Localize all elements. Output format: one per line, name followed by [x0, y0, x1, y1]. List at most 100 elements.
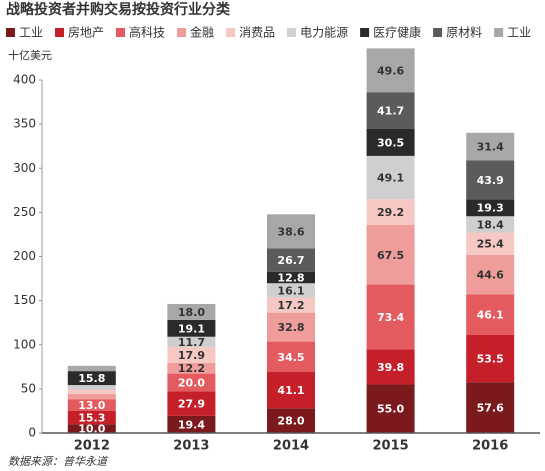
- data-label: 34.5: [277, 351, 304, 364]
- bar-segment: [267, 271, 315, 284]
- legend-label: 高科技: [129, 25, 165, 40]
- data-label: 17.2: [277, 299, 304, 312]
- legend-label: 工业: [19, 26, 43, 40]
- data-label: 39.8: [377, 361, 404, 374]
- bar-segment: [366, 199, 415, 225]
- data-label: 29.2: [377, 206, 404, 219]
- y-tick-label: 50: [21, 381, 36, 395]
- data-label: 19.1: [178, 322, 205, 335]
- bar-segment: [267, 341, 315, 373]
- x-tick-label: 2014: [273, 439, 309, 454]
- bar-segment: [167, 303, 216, 320]
- bar-segment: [366, 384, 415, 433]
- bar-segment: [366, 128, 415, 156]
- bar-segment: [167, 362, 216, 374]
- y-tick-label: 300: [13, 161, 36, 175]
- bar-segment: [167, 319, 216, 337]
- bar-segment: [466, 382, 515, 433]
- bar-segment: [366, 155, 415, 200]
- y-tick-label: 150: [13, 293, 36, 307]
- data-label: 49.6: [377, 64, 404, 77]
- data-label: 32.8: [277, 321, 304, 334]
- legend-label: 医疗健康: [373, 25, 421, 40]
- data-label: 15.8: [78, 372, 105, 385]
- legend-swatch: [116, 28, 126, 37]
- data-label: 18.4: [477, 218, 504, 231]
- data-label: 31.4: [477, 141, 504, 154]
- bar-segment: [466, 232, 515, 255]
- bar-segment: [67, 389, 116, 394]
- legend-label: 消费品: [239, 26, 275, 40]
- data-label: 53.5: [477, 353, 504, 366]
- data-label: 13.0: [78, 399, 105, 412]
- bar-segment: [267, 283, 315, 298]
- data-label: 43.9: [477, 174, 504, 187]
- data-label: 73.4: [377, 311, 404, 324]
- data-label: 18.0: [178, 306, 205, 319]
- bar-segment: [466, 334, 515, 383]
- bar-segment: [167, 347, 216, 363]
- data-label: 25.4: [477, 238, 504, 251]
- bar-segment: [167, 415, 216, 433]
- y-tick-label: 400: [13, 73, 36, 87]
- bar-segment: [366, 349, 415, 385]
- bar-segment: [466, 132, 515, 161]
- source: 数据来源：普华永道: [8, 455, 109, 468]
- bar-segment: [67, 371, 116, 386]
- x-tick-label: 2015: [373, 439, 409, 454]
- bar-segment: [366, 224, 415, 285]
- legend-swatch: [494, 28, 504, 37]
- legend-label: 原材料: [446, 26, 482, 40]
- data-label: 26.7: [277, 254, 304, 267]
- bar-segment: [167, 391, 216, 416]
- bar-segment: [366, 48, 415, 93]
- bar-segment: [267, 297, 315, 313]
- bar-segment: [267, 248, 315, 272]
- data-label: 57.6: [477, 402, 504, 415]
- data-label: 19.3: [477, 202, 504, 215]
- data-label: 67.5: [377, 249, 404, 262]
- bar-segment: [67, 424, 116, 433]
- data-label: 12.2: [178, 362, 205, 375]
- y-tick-label: 200: [13, 249, 36, 263]
- bar-segment: [267, 312, 315, 342]
- legend-label: 电力能源: [300, 26, 348, 40]
- data-label: 55.0: [377, 403, 404, 416]
- bar-segment: [67, 393, 116, 400]
- data-label: 49.1: [377, 172, 404, 185]
- data-label: 19.4: [178, 418, 205, 431]
- bar-segment: [67, 410, 116, 425]
- x-tick-label: 2012: [74, 439, 110, 454]
- bar-segment: [67, 365, 116, 372]
- bar-segment: [267, 408, 315, 433]
- data-label: 12.8: [277, 272, 304, 285]
- data-label: 11.7: [178, 336, 205, 349]
- data-label: 41.7: [377, 105, 404, 118]
- bar-segment: [167, 336, 216, 348]
- legend-swatch: [55, 28, 65, 37]
- data-label: 28.0: [277, 415, 304, 428]
- data-label: 17.9: [178, 349, 205, 362]
- bar-segment: [366, 284, 415, 350]
- legend-swatch: [360, 28, 370, 37]
- y-tick-label: 350: [13, 117, 36, 131]
- legend-label: 工业: [507, 26, 531, 40]
- data-label: 38.6: [277, 225, 304, 238]
- data-label: 41.1: [277, 384, 304, 397]
- data-label: 16.1: [277, 284, 304, 297]
- chart-title: 战略投资者并购交易按投资行业分类: [6, 1, 231, 18]
- bar-segment: [466, 216, 515, 233]
- bar-segment: [67, 385, 116, 390]
- y-tick-label: 100: [13, 337, 36, 351]
- bar-segment: [167, 373, 216, 392]
- x-tick-label: 2016: [472, 439, 508, 454]
- bar-segment: [466, 160, 515, 200]
- y-tick-label: 250: [13, 205, 36, 219]
- data-label: 30.5: [377, 136, 404, 149]
- bar-segment: [466, 199, 515, 217]
- data-label: 46.1: [477, 309, 504, 322]
- data-label: 15.3: [78, 411, 105, 424]
- legend-swatch: [287, 28, 297, 37]
- y-axis-label: 十亿美元: [8, 48, 52, 62]
